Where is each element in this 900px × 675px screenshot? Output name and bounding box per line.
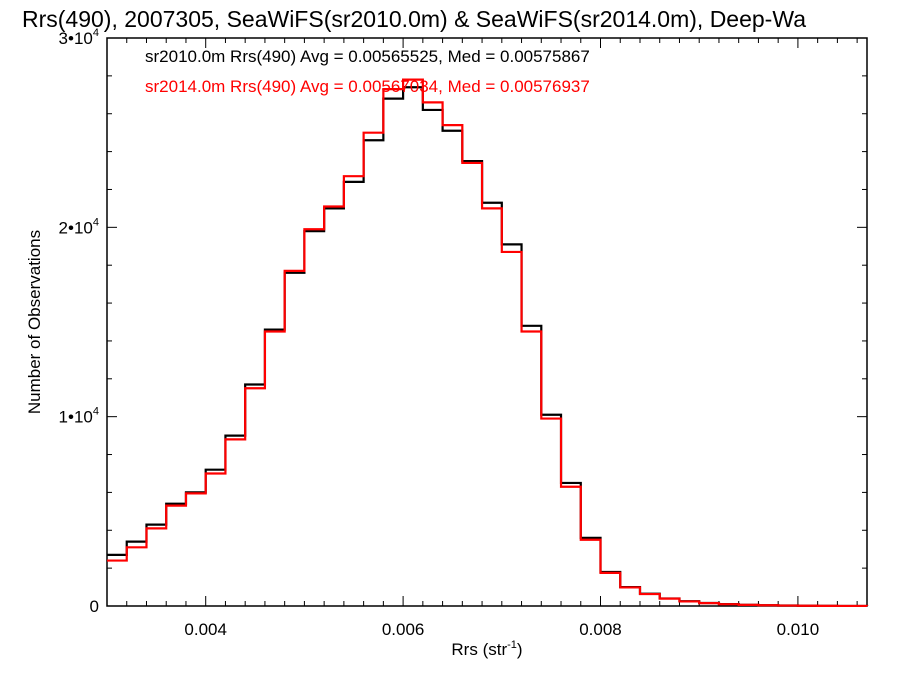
x-axis-label: Rrs (str-1) <box>451 639 522 659</box>
x-tick-label: 0.006 <box>382 620 425 639</box>
x-tick-label: 0.010 <box>777 620 820 639</box>
series-line-1 <box>107 86 869 608</box>
annotation-series-2: sr2014.0m Rrs(490) Avg = 0.00567034, Med… <box>145 77 590 96</box>
series-layer <box>107 78 869 608</box>
chart-title: Rrs(490), 2007305, SeaWiFS(sr2010.0m) & … <box>22 6 806 32</box>
y-axis-label: Number of Observations <box>25 230 44 414</box>
x-tick-label: 0.008 <box>579 620 622 639</box>
y-tick-label: 3•104 <box>59 27 99 48</box>
y-tick-label-exponent: 4 <box>93 216 99 228</box>
annotation-series-1: sr2010.0m Rrs(490) Avg = 0.00565525, Med… <box>145 47 590 66</box>
y-tick-label: 2•104 <box>59 216 99 237</box>
y-tick-label-text: 1•10 <box>59 408 93 427</box>
x-axis-label-text: Rrs (str <box>451 640 507 659</box>
y-tick-label-text: 2•10 <box>59 218 93 237</box>
x-axis-ticks: 0.004 0.006 0.008 0.010 <box>106 38 858 639</box>
x-axis-label-sup: -1 <box>507 639 517 651</box>
y-tick-label-exponent: 4 <box>93 27 99 39</box>
y-tick-label-text: 0 <box>90 597 99 616</box>
y-tick-label: 0 <box>90 597 99 616</box>
x-tick-label: 0.004 <box>184 620 227 639</box>
series-line-2 <box>107 78 869 608</box>
x-axis-label-end: ) <box>517 640 523 659</box>
y-tick-label: 1•104 <box>59 406 99 427</box>
y-tick-label-text: 3•10 <box>59 29 93 48</box>
y-tick-label-exponent: 4 <box>93 406 99 418</box>
plot-frame <box>106 37 868 607</box>
